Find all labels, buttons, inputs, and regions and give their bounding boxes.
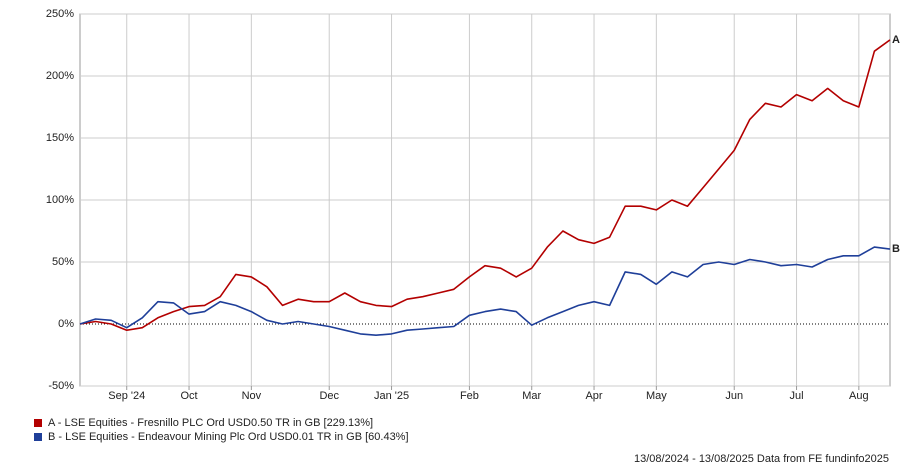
x-tick-label: Aug [849,390,869,402]
x-tick-label: May [646,390,667,402]
legend-swatch [34,419,42,427]
legend-label: B - LSE Equities - Endeavour Mining Plc … [48,431,409,443]
y-tick-label: 250% [46,8,74,20]
x-tick-label: Jul [790,390,804,402]
y-tick-label: 100% [46,194,74,206]
y-tick-label: -50% [48,380,74,392]
legend-label: A - LSE Equities - Fresnillo PLC Ord USD… [48,417,373,429]
y-tick-label: 50% [52,256,74,268]
x-tick-label: Dec [319,390,339,402]
x-tick-label: Oct [180,390,197,402]
series-end-label: B [892,243,900,255]
x-tick-label: Sep '24 [108,390,145,402]
x-tick-label: Jan '25 [374,390,409,402]
y-tick-label: 150% [46,132,74,144]
x-tick-label: Jun [725,390,743,402]
y-tick-label: 0% [58,318,74,330]
x-tick-label: Mar [522,390,541,402]
series-line [79,246,891,336]
x-tick-label: Feb [460,390,479,402]
series-line [79,39,891,331]
legend-swatch [34,433,42,441]
x-tick-label: Apr [585,390,602,402]
x-tick-label: Nov [242,390,262,402]
footer: 13/08/2024 - 13/08/2025 Data from FE fun… [634,453,889,465]
series-end-label: A [892,34,900,46]
y-tick-label: 200% [46,70,74,82]
